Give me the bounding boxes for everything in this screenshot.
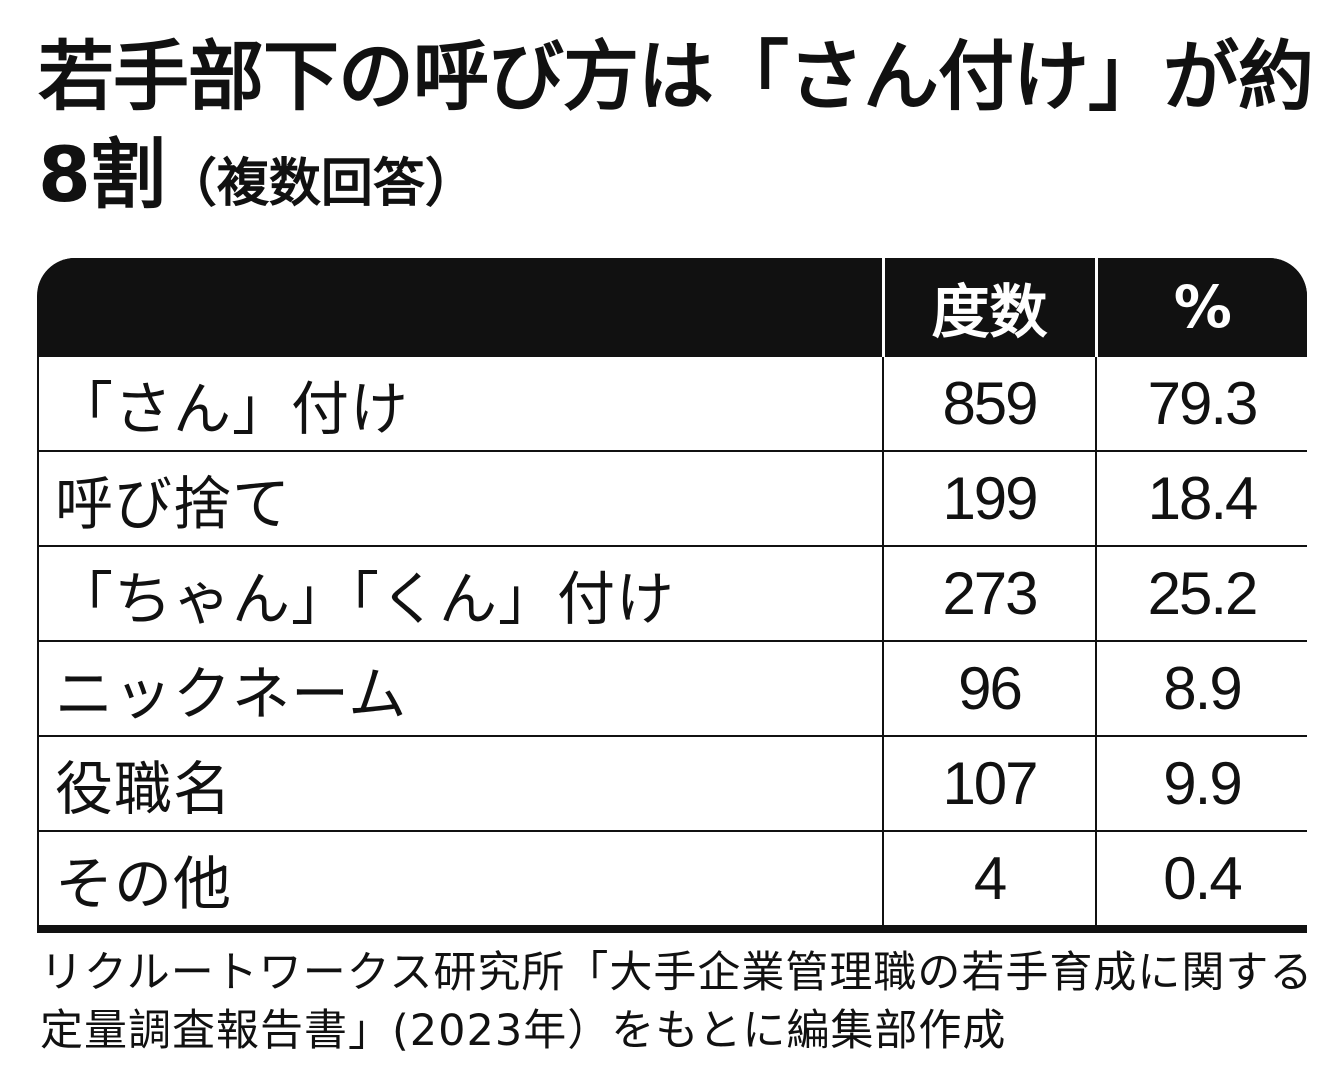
header-label-column	[38, 258, 883, 356]
row-label: 「さん」付け	[37, 355, 884, 452]
data-table: 度数 % 「さん」付け 859 79.3 呼び捨て 199 18.4 「ちゃん」…	[37, 258, 1307, 927]
row-label: その他	[37, 830, 884, 927]
row-count: 4	[882, 830, 1097, 927]
row-count: 96	[882, 640, 1097, 737]
row-label: ニックネーム	[37, 640, 884, 737]
source-note: リクルートワークス研究所「大手企業管理職の若手育成に関する定量調査報告書」(20…	[40, 948, 1314, 1056]
row-count: 273	[882, 545, 1097, 642]
row-percent: 8.9	[1095, 640, 1307, 737]
table-row: 呼び捨て 199 18.4	[37, 450, 1307, 547]
header-count-column: 度数	[881, 258, 1096, 356]
row-percent: 9.9	[1095, 735, 1307, 832]
header-percent-column: %	[1094, 258, 1307, 356]
row-percent: 18.4	[1095, 450, 1307, 547]
row-label: 呼び捨て	[37, 450, 884, 547]
table-row: その他 4 0.4	[37, 830, 1307, 927]
table-row: ニックネーム 96 8.9	[37, 640, 1307, 737]
table-row: 「さん」付け 859 79.3	[37, 355, 1307, 452]
row-count: 107	[882, 735, 1097, 832]
data-table-container: 度数 % 「さん」付け 859 79.3 呼び捨て 199 18.4 「ちゃん」…	[37, 258, 1307, 933]
table-row: 「ちゃん」「くん」付け 273 25.2	[37, 545, 1307, 642]
row-label: 役職名	[37, 735, 884, 832]
row-count: 199	[882, 450, 1097, 547]
row-percent: 0.4	[1095, 830, 1307, 927]
chart-title: 若手部下の呼び方は「さん付け」が約8割（複数回答）	[38, 28, 1318, 233]
table-header-row: 度数 %	[38, 258, 1307, 356]
chart-subtitle: （複数回答）	[164, 154, 477, 214]
row-percent: 25.2	[1095, 545, 1307, 642]
row-percent: 79.3	[1095, 355, 1307, 452]
table-row: 役職名 107 9.9	[37, 735, 1307, 832]
row-count: 859	[882, 355, 1097, 452]
row-label: 「ちゃん」「くん」付け	[37, 545, 884, 642]
chart-title-text: 若手部下の呼び方は「さん付け」が約8割	[38, 32, 1314, 219]
